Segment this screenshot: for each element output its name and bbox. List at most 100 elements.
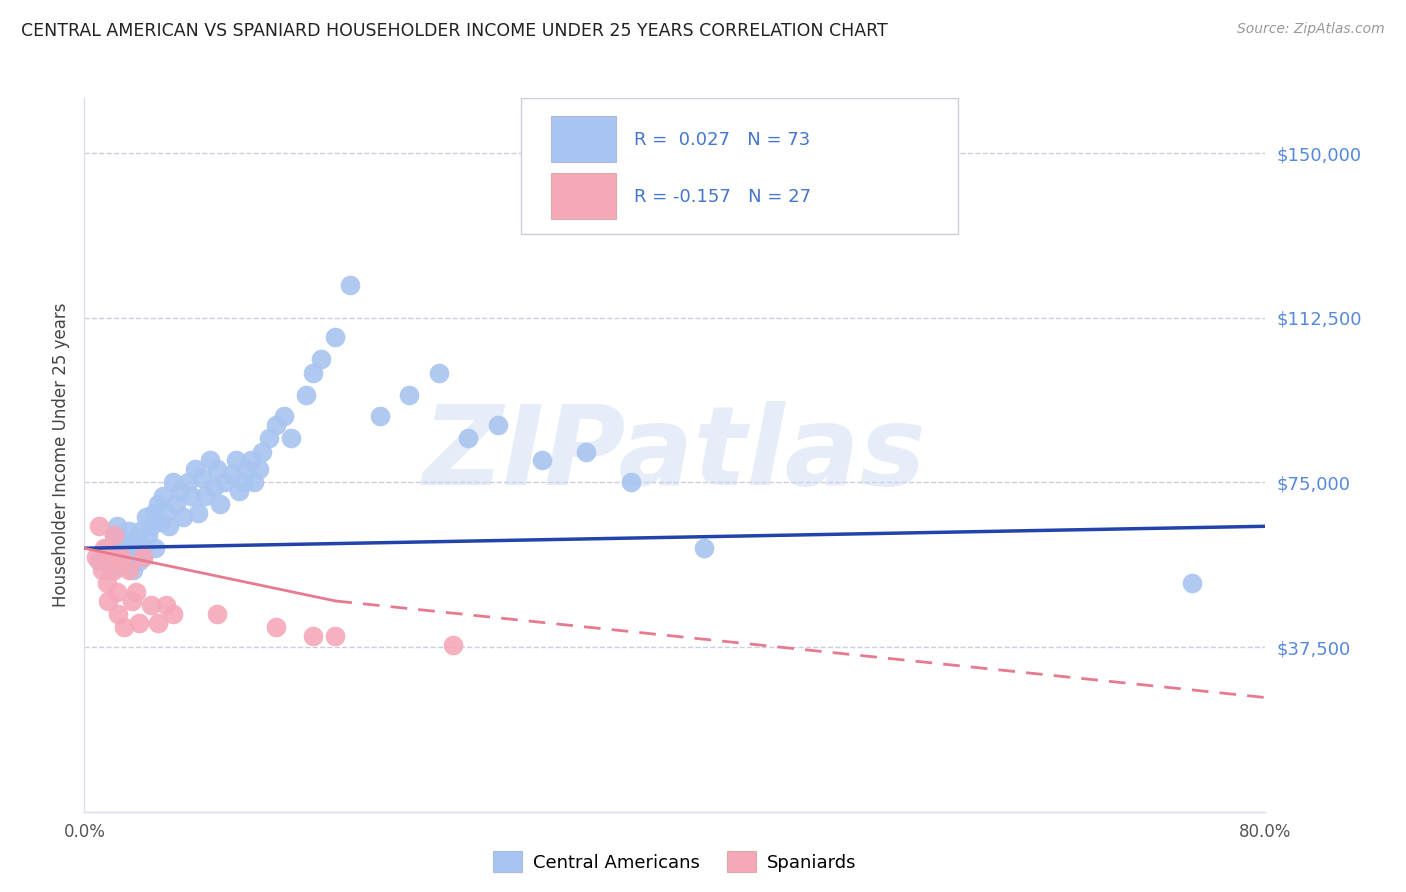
Point: [148, 615, 170, 630]
Point: [221, 467, 243, 481]
Point: [250, 444, 273, 458]
Point: [169, 484, 191, 499]
Point: [172, 510, 194, 524]
Point: [87, 554, 111, 568]
Point: [122, 563, 145, 577]
Point: [105, 585, 128, 599]
Point: [194, 489, 217, 503]
Point: [132, 541, 155, 556]
FancyBboxPatch shape: [551, 116, 616, 162]
Point: [339, 277, 361, 292]
Point: [157, 519, 180, 533]
Point: [125, 533, 148, 547]
Point: [162, 475, 184, 490]
Y-axis label: Householder Income Under 25 years: Householder Income Under 25 years: [52, 302, 70, 607]
Point: [96, 541, 118, 556]
Point: [148, 497, 170, 511]
Point: [142, 506, 165, 520]
Point: [214, 475, 236, 490]
Point: [103, 563, 125, 577]
Point: [235, 462, 259, 476]
Text: R = -0.157   N = 27: R = -0.157 N = 27: [634, 187, 811, 205]
Point: [103, 528, 125, 542]
Point: [125, 585, 148, 599]
Point: [209, 497, 232, 511]
Point: [96, 576, 118, 591]
Point: [97, 594, 120, 608]
Point: [155, 599, 177, 613]
Point: [398, 387, 420, 401]
Point: [205, 607, 228, 621]
Point: [486, 418, 509, 433]
Text: R =  0.027   N = 73: R = 0.027 N = 73: [634, 130, 810, 148]
Point: [150, 515, 173, 529]
FancyBboxPatch shape: [551, 173, 616, 219]
Point: [162, 607, 184, 621]
Point: [136, 528, 159, 542]
Point: [264, 418, 288, 433]
Point: [202, 480, 225, 494]
Point: [368, 409, 391, 424]
Point: [118, 554, 141, 568]
Point: [93, 541, 115, 556]
Point: [114, 549, 136, 564]
Point: [139, 519, 162, 533]
Point: [693, 541, 716, 556]
Point: [302, 629, 325, 643]
Point: [575, 444, 598, 458]
Point: [184, 462, 207, 476]
Point: [225, 453, 247, 467]
Point: [427, 366, 450, 380]
Point: [187, 506, 209, 520]
Point: [309, 352, 332, 367]
Point: [280, 432, 302, 446]
Point: [100, 563, 122, 577]
Point: [323, 330, 347, 344]
Point: [84, 549, 107, 564]
Point: [128, 554, 150, 568]
Point: [619, 475, 641, 490]
Point: [228, 484, 250, 499]
Point: [180, 489, 202, 503]
Point: [100, 554, 122, 568]
Legend: Central Americans, Spaniards: Central Americans, Spaniards: [485, 842, 865, 881]
Point: [264, 620, 288, 634]
Point: [257, 432, 280, 446]
Point: [135, 510, 157, 524]
Point: [129, 524, 152, 538]
Point: [121, 594, 143, 608]
Point: [110, 533, 132, 547]
Point: [132, 549, 155, 564]
Point: [243, 475, 266, 490]
Point: [1180, 576, 1202, 591]
Point: [302, 366, 325, 380]
Point: [177, 475, 200, 490]
Point: [87, 519, 111, 533]
Point: [273, 409, 295, 424]
Text: ZIPatlas: ZIPatlas: [423, 401, 927, 508]
Point: [191, 471, 214, 485]
Point: [118, 563, 141, 577]
Point: [110, 549, 132, 564]
Point: [91, 563, 114, 577]
FancyBboxPatch shape: [522, 98, 959, 234]
Point: [323, 629, 347, 643]
Point: [107, 607, 129, 621]
Point: [110, 554, 132, 568]
Point: [112, 541, 135, 556]
Point: [155, 506, 177, 520]
Point: [105, 549, 128, 564]
Point: [124, 541, 146, 556]
Point: [198, 453, 221, 467]
Point: [247, 462, 270, 476]
Point: [118, 524, 141, 538]
Text: CENTRAL AMERICAN VS SPANIARD HOUSEHOLDER INCOME UNDER 25 YEARS CORRELATION CHART: CENTRAL AMERICAN VS SPANIARD HOUSEHOLDER…: [21, 22, 887, 40]
Point: [143, 541, 166, 556]
Point: [530, 453, 553, 467]
Point: [128, 615, 150, 630]
Point: [121, 546, 143, 560]
Point: [112, 620, 135, 634]
Point: [103, 528, 125, 542]
Point: [139, 599, 162, 613]
Point: [165, 497, 187, 511]
